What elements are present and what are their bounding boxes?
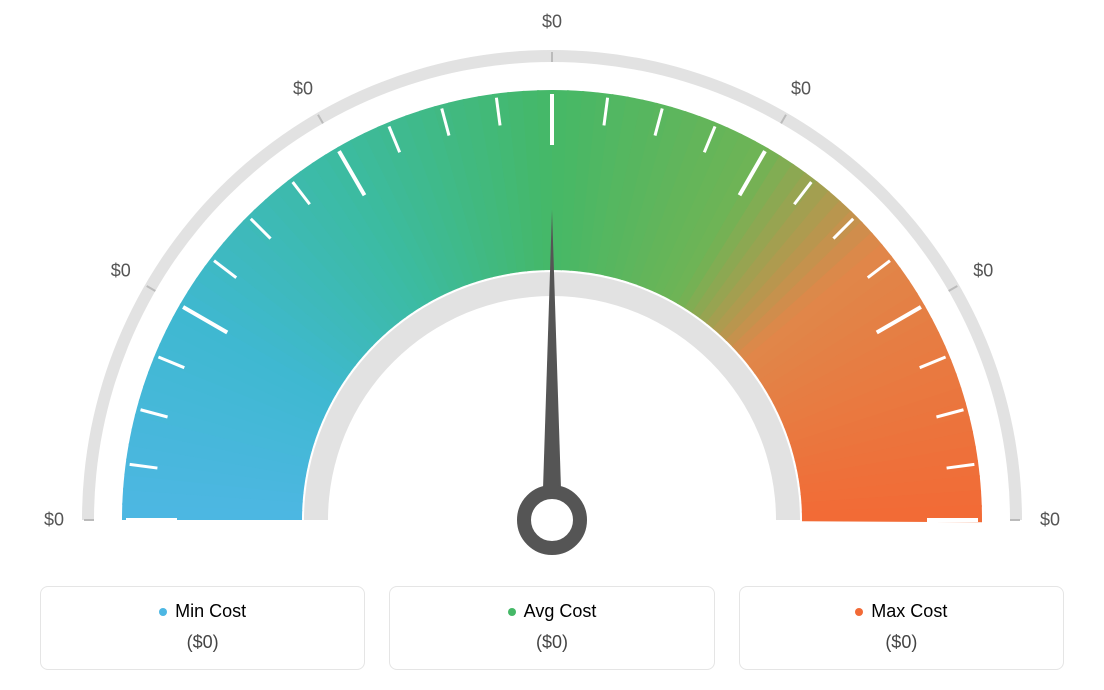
gauge-scale-label: $0 xyxy=(791,78,811,99)
legend-row: Min Cost ($0) Avg Cost ($0) Max Cost ($0… xyxy=(40,586,1064,670)
gauge-scale-label: $0 xyxy=(111,261,131,282)
legend-value-min: ($0) xyxy=(41,632,364,653)
cost-gauge-widget: $0 $0 $0 $0 $0 $0 $0 Min Cost ($0) Avg Cost ($… xyxy=(0,0,1104,690)
legend-dot-max xyxy=(855,608,863,616)
gauge-scale-label: $0 xyxy=(44,510,64,531)
legend-dot-min xyxy=(159,608,167,616)
legend-dot-avg xyxy=(508,608,516,616)
gauge-scale-label: $0 xyxy=(1040,510,1060,531)
gauge-scale-label: $0 xyxy=(293,78,313,99)
gauge-chart: $0 $0 $0 $0 $0 $0 $0 xyxy=(0,0,1104,560)
legend-card-min: Min Cost ($0) xyxy=(40,586,365,670)
legend-value-avg: ($0) xyxy=(390,632,713,653)
legend-card-max: Max Cost ($0) xyxy=(739,586,1064,670)
gauge-scale-label: $0 xyxy=(973,261,993,282)
legend-label-max: Max Cost xyxy=(871,601,947,622)
legend-label-avg: Avg Cost xyxy=(524,601,597,622)
legend-label-min: Min Cost xyxy=(175,601,246,622)
legend-value-max: ($0) xyxy=(740,632,1063,653)
gauge-scale-label: $0 xyxy=(542,12,562,33)
legend-card-avg: Avg Cost ($0) xyxy=(389,586,714,670)
